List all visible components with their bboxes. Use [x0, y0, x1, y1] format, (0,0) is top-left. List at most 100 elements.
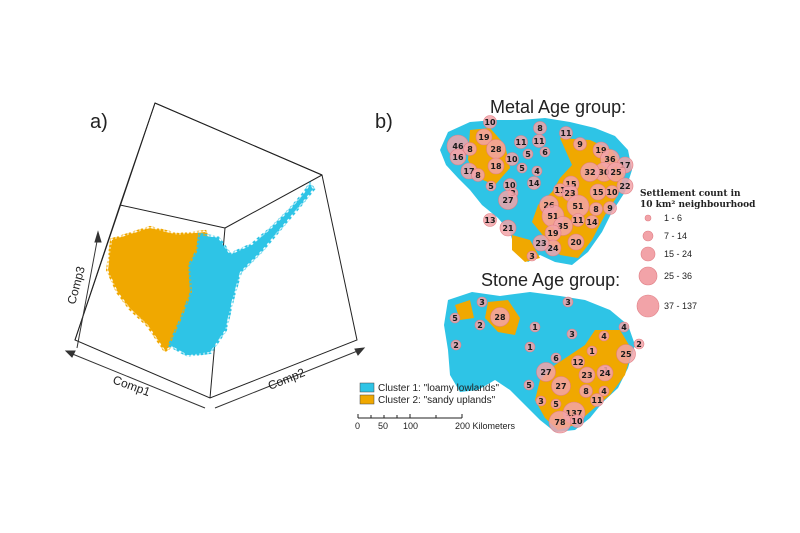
- settlement-circle: [474, 319, 486, 331]
- settlement-circle: [590, 393, 604, 407]
- settlement-circle: [475, 128, 493, 146]
- settlement-count: 10: [606, 188, 618, 197]
- settlement-circle: [570, 414, 584, 428]
- size-legend-circle: [636, 294, 660, 318]
- stone-age-title: Stone Age group:: [481, 270, 620, 290]
- panel-b: b) Metal Age group: Stone Age group: 108…: [355, 97, 756, 434]
- settlement-circle: [532, 234, 550, 252]
- settlement-circle: [522, 148, 534, 160]
- settlement-count: 15: [565, 180, 577, 189]
- settlement-circle: [606, 162, 626, 182]
- settlement-count: 30: [598, 168, 610, 177]
- settlement-count: 24: [547, 244, 559, 253]
- settlement-circle: [532, 134, 546, 148]
- settlement-circle: [579, 384, 593, 398]
- settlement-count: 11: [515, 138, 527, 147]
- settlement-count: 16: [452, 153, 464, 162]
- settlement-circle: [596, 364, 614, 382]
- comp3-axis: [76, 235, 99, 349]
- settlement-count: 14: [528, 179, 540, 188]
- settlement-count: 27: [502, 196, 513, 205]
- settlement-count: 11: [591, 396, 603, 405]
- settlement-circle: [499, 219, 517, 237]
- settlement-circle: [566, 328, 578, 340]
- settlement-count: 28: [490, 145, 502, 154]
- settlement-count: 2: [636, 340, 642, 349]
- settlement-circle: [531, 165, 543, 177]
- settlement-circle: [536, 362, 556, 382]
- comp2-axis: [214, 349, 361, 409]
- size-legend-title-line1: Settlement count in: [640, 189, 741, 199]
- size-legend-label: 37 - 137: [664, 301, 697, 311]
- settlement-count: 32: [584, 168, 595, 177]
- settlement-count: 36: [604, 155, 616, 164]
- settlement-count: 9: [577, 140, 583, 149]
- size-legend-label: 15 - 24: [664, 249, 692, 259]
- settlement-circle: [516, 162, 528, 174]
- comp1-axis: [69, 352, 206, 409]
- settlement-count: 3: [529, 252, 535, 261]
- settlement-circle: [580, 162, 600, 182]
- settlement-count: 27: [555, 382, 566, 391]
- comp3-arrowhead: [94, 230, 102, 243]
- settlement-count: 21: [502, 224, 514, 233]
- settlement-count: 10: [571, 417, 583, 426]
- settlement-circle: [603, 201, 617, 215]
- settlement-count: 8: [475, 171, 481, 180]
- settlement-count: 5: [519, 164, 525, 173]
- settlement-circle: [589, 202, 603, 216]
- settlement-count: 20: [570, 238, 582, 247]
- cluster2-swatch: [359, 394, 375, 405]
- settlement-count: 8: [583, 387, 589, 396]
- settlement-circle: [487, 157, 505, 175]
- settlement-circle: [618, 321, 630, 333]
- settlement-count: 9: [607, 204, 613, 213]
- settlement-count: 10: [484, 118, 496, 127]
- settlement-count: 78: [554, 418, 566, 427]
- settlement-count: 13: [484, 216, 495, 225]
- settlement-count: 5: [452, 314, 458, 323]
- settlement-count: 3: [569, 330, 575, 339]
- stone-circles: 3352821434212521612272312452784113513778…: [449, 296, 645, 434]
- settlement-count: 1: [532, 323, 538, 332]
- cluster-legend: Cluster 1: "loamy lowlands" Cluster 2: "…: [359, 382, 499, 406]
- settlement-count: 18: [490, 162, 502, 171]
- size-legend-title-line2: 10 km² neighbourhood: [640, 200, 756, 210]
- settlement-count: 23: [581, 371, 592, 380]
- settlement-count: 5: [553, 400, 559, 409]
- settlement-count: 1: [589, 347, 595, 356]
- size-legend-circle: [638, 266, 658, 286]
- settlement-circle: [616, 344, 636, 364]
- settlement-circle: [550, 352, 562, 364]
- settlement-circle: [529, 321, 541, 333]
- settlement-circle: [523, 379, 535, 391]
- settlement-circle: [559, 126, 573, 140]
- settlement-count: 10: [504, 181, 516, 190]
- size-legend-items: 1 - 6 7 - 14 15 - 24 25 - 36 37 - 137: [636, 213, 697, 318]
- settlement-count: 4: [601, 332, 607, 341]
- scale-tick-200: 200 Kilometers: [455, 421, 516, 431]
- size-legend-label: 7 - 14: [664, 231, 687, 241]
- cluster1-label: Cluster 1: "loamy lowlands": [378, 383, 499, 394]
- scale-tick-0: 0: [355, 421, 360, 431]
- settlement-count: 14: [586, 218, 598, 227]
- settlement-circle: [450, 339, 462, 351]
- settlement-circle: [471, 168, 485, 182]
- settlement-count: 137: [566, 409, 583, 418]
- settlement-count: 10: [506, 155, 518, 164]
- settlement-circle: [449, 148, 467, 166]
- settlement-count: 25: [620, 350, 632, 359]
- settlement-circle: [586, 345, 598, 357]
- settlement-count: 51: [572, 202, 584, 211]
- settlement-circle: [571, 355, 585, 369]
- settlement-count: 11: [560, 129, 572, 138]
- settlement-count: 3: [538, 397, 544, 406]
- settlement-count: 4: [534, 167, 540, 176]
- settlement-count: 8: [593, 205, 599, 214]
- settlement-circle: [578, 366, 596, 384]
- settlement-circle: [449, 312, 461, 324]
- settlement-count: 2: [477, 321, 483, 330]
